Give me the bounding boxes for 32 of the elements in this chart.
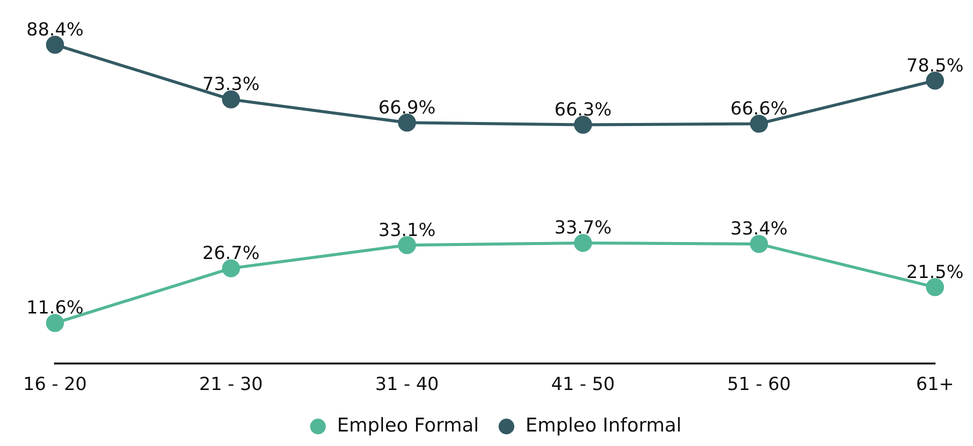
point (750, 114, 768, 133)
data-label: 33.4% (730, 218, 788, 240)
point (398, 236, 416, 254)
x-tick-label: 51 - 60 (727, 374, 791, 395)
x-tick-label: 41 - 50 (551, 374, 615, 395)
point (574, 234, 592, 252)
data-label: 66.9% (378, 97, 436, 118)
x-tick-label: 21 - 30 (199, 374, 263, 395)
point (222, 90, 240, 108)
data-label: 88.4% (26, 19, 84, 40)
data-label: 73.3% (202, 74, 260, 96)
data-label: 78.5% (906, 55, 964, 76)
data-label: 33.1% (378, 220, 436, 241)
legend-label: Empleo Informal (525, 414, 682, 436)
x-tick-label: 61+ (916, 374, 954, 395)
legend-label: Empleo Formal (336, 414, 479, 436)
point (926, 72, 944, 90)
point (926, 278, 944, 296)
point (46, 314, 64, 332)
x-tick-label: 31 - 40 (375, 374, 439, 395)
point (46, 36, 64, 54)
data-label: 21.5% (906, 262, 964, 283)
data-label: 11.6% (26, 298, 84, 319)
data-label: 33.7% (554, 218, 612, 239)
point (398, 114, 416, 132)
x-tick-label: 16 - 20 (23, 374, 87, 395)
data-label: 66.3% (554, 99, 612, 120)
data-label: 66.6% (730, 98, 788, 120)
point (574, 116, 592, 134)
data-label: 26.7% (202, 242, 260, 264)
point (750, 235, 768, 254)
point (222, 259, 240, 278)
